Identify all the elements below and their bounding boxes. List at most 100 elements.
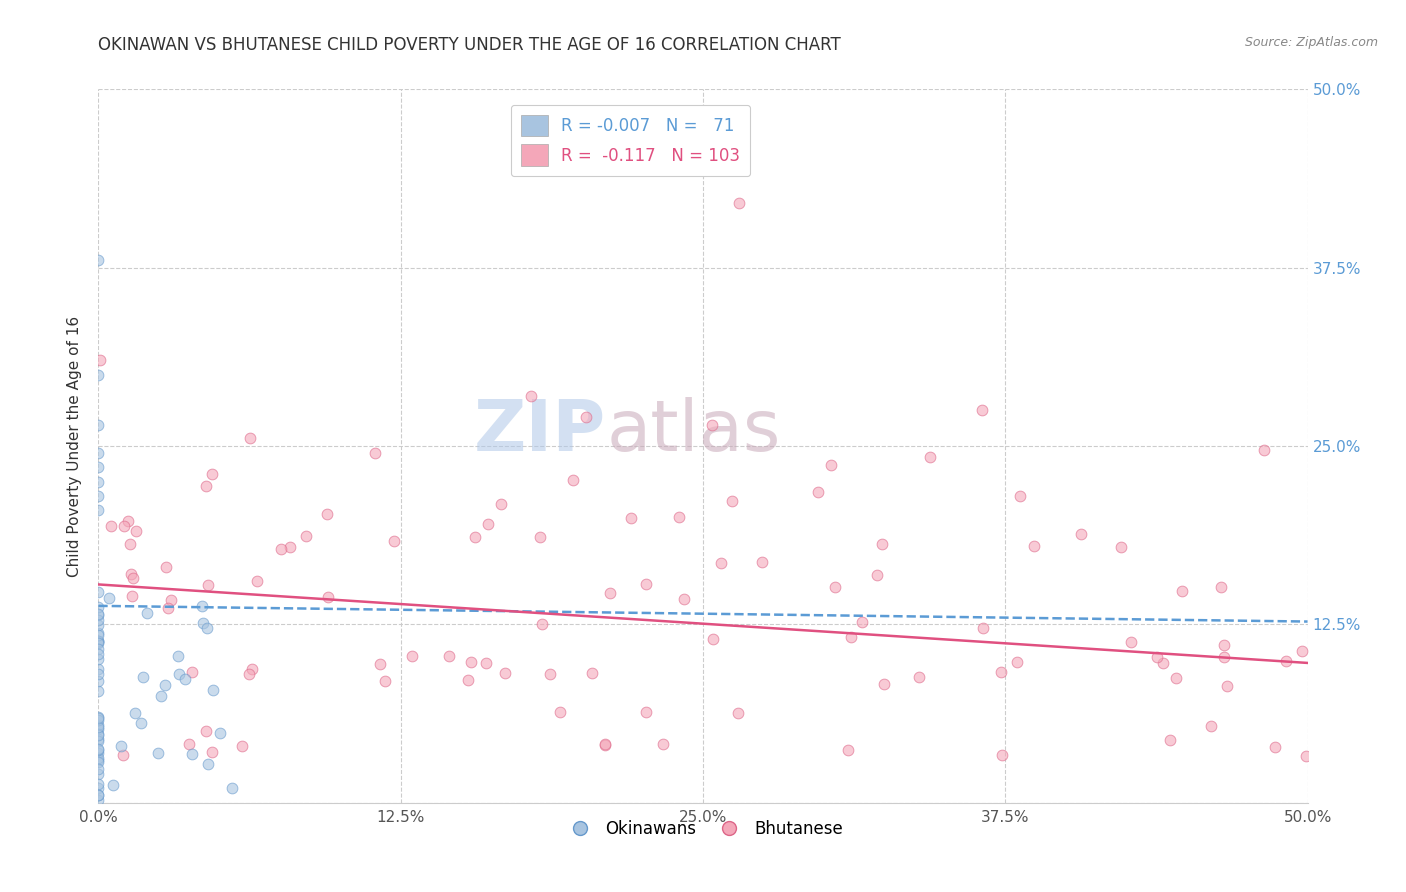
Point <box>180 665 202 679</box>
Point <box>110 739 132 753</box>
Point <box>103 778 125 792</box>
Point <box>87 710 110 724</box>
Point <box>87 607 110 622</box>
Point <box>1216 679 1239 693</box>
Point <box>873 677 896 691</box>
Point <box>728 196 751 211</box>
Point <box>87 634 110 648</box>
Point <box>201 745 224 759</box>
Point <box>1070 527 1092 541</box>
Point <box>221 781 243 796</box>
Point <box>866 567 889 582</box>
Point <box>721 493 744 508</box>
Point <box>87 746 110 760</box>
Point <box>87 607 110 622</box>
Point <box>1291 644 1313 658</box>
Point <box>87 727 110 741</box>
Point <box>181 747 204 761</box>
Point <box>87 762 110 776</box>
Point <box>231 739 253 753</box>
Point <box>87 446 110 460</box>
Point <box>117 514 139 528</box>
Point <box>238 667 260 681</box>
Point <box>530 617 553 632</box>
Point <box>190 599 212 614</box>
Point <box>520 389 543 403</box>
Point <box>87 666 110 681</box>
Point <box>87 684 110 698</box>
Point <box>87 727 110 741</box>
Point <box>464 530 486 544</box>
Point <box>87 652 110 666</box>
Point <box>209 726 232 740</box>
Point <box>668 509 690 524</box>
Point <box>87 711 110 725</box>
Point <box>156 601 179 615</box>
Point <box>363 446 385 460</box>
Text: Source: ZipAtlas.com: Source: ZipAtlas.com <box>1244 36 1378 49</box>
Point <box>1295 749 1317 764</box>
Point <box>87 628 110 642</box>
Point <box>121 566 143 581</box>
Point <box>87 489 110 503</box>
Point <box>98 591 121 606</box>
Point <box>1109 540 1132 554</box>
Point <box>132 670 155 684</box>
Point <box>672 592 695 607</box>
Point <box>87 417 110 432</box>
Point <box>87 634 110 648</box>
Point <box>538 666 561 681</box>
Point <box>477 516 499 531</box>
Point <box>87 641 110 656</box>
Point <box>727 706 749 720</box>
Point <box>155 678 177 692</box>
Point <box>548 706 571 720</box>
Point <box>87 781 110 796</box>
Point <box>87 253 110 268</box>
Point <box>270 542 292 557</box>
Point <box>1024 539 1046 553</box>
Point <box>87 777 110 791</box>
Point <box>242 663 264 677</box>
Point <box>1010 489 1032 503</box>
Point <box>173 672 195 686</box>
Point <box>315 507 337 521</box>
Point <box>382 534 405 549</box>
Legend: Okinawans, Bhutanese: Okinawans, Bhutanese <box>557 814 849 845</box>
Point <box>87 503 110 517</box>
Point <box>1253 443 1275 458</box>
Point <box>595 737 617 751</box>
Point <box>87 636 110 650</box>
Point <box>561 473 583 487</box>
Point <box>87 788 110 802</box>
Point <box>87 732 110 747</box>
Point <box>87 717 110 731</box>
Point <box>201 467 224 481</box>
Y-axis label: Child Poverty Under the Age of 16: Child Poverty Under the Age of 16 <box>67 316 83 576</box>
Point <box>87 722 110 736</box>
Point <box>634 705 657 719</box>
Point <box>1213 638 1236 652</box>
Point <box>824 580 846 594</box>
Point <box>751 554 773 568</box>
Point <box>401 648 423 663</box>
Point <box>100 519 122 533</box>
Point <box>437 648 460 663</box>
Point <box>370 657 392 671</box>
Point <box>87 647 110 661</box>
Point <box>457 673 479 687</box>
Point <box>167 666 190 681</box>
Point <box>807 485 830 500</box>
Point <box>87 713 110 727</box>
Point <box>87 733 110 747</box>
Point <box>990 665 1012 679</box>
Point <box>1274 654 1296 668</box>
Point <box>634 577 657 591</box>
Point <box>87 368 110 382</box>
Point <box>278 540 301 554</box>
Point <box>87 767 110 781</box>
Point <box>111 747 134 762</box>
Point <box>920 450 942 465</box>
Point <box>197 756 219 771</box>
Point <box>160 592 183 607</box>
